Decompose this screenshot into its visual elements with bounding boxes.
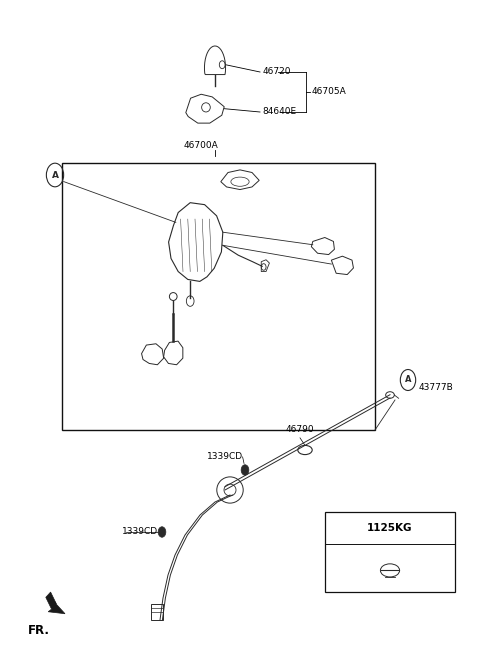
Text: A: A — [405, 375, 411, 384]
Text: 1125KG: 1125KG — [367, 523, 413, 533]
Text: 46790: 46790 — [286, 426, 314, 434]
Text: 1339CD: 1339CD — [206, 453, 242, 461]
Text: 43777B: 43777B — [419, 383, 453, 392]
Bar — [151, 604, 163, 621]
Text: 1339CD: 1339CD — [122, 527, 158, 537]
Text: 84640E: 84640E — [263, 108, 297, 117]
Circle shape — [241, 464, 249, 475]
Text: 46720: 46720 — [263, 68, 291, 77]
Text: A: A — [51, 171, 59, 180]
Text: 46700A: 46700A — [183, 140, 218, 150]
Circle shape — [158, 527, 166, 537]
Text: FR.: FR. — [28, 623, 50, 636]
Bar — [325, 512, 455, 592]
Polygon shape — [46, 592, 65, 614]
Text: 46705A: 46705A — [312, 87, 346, 96]
Bar — [62, 163, 375, 430]
